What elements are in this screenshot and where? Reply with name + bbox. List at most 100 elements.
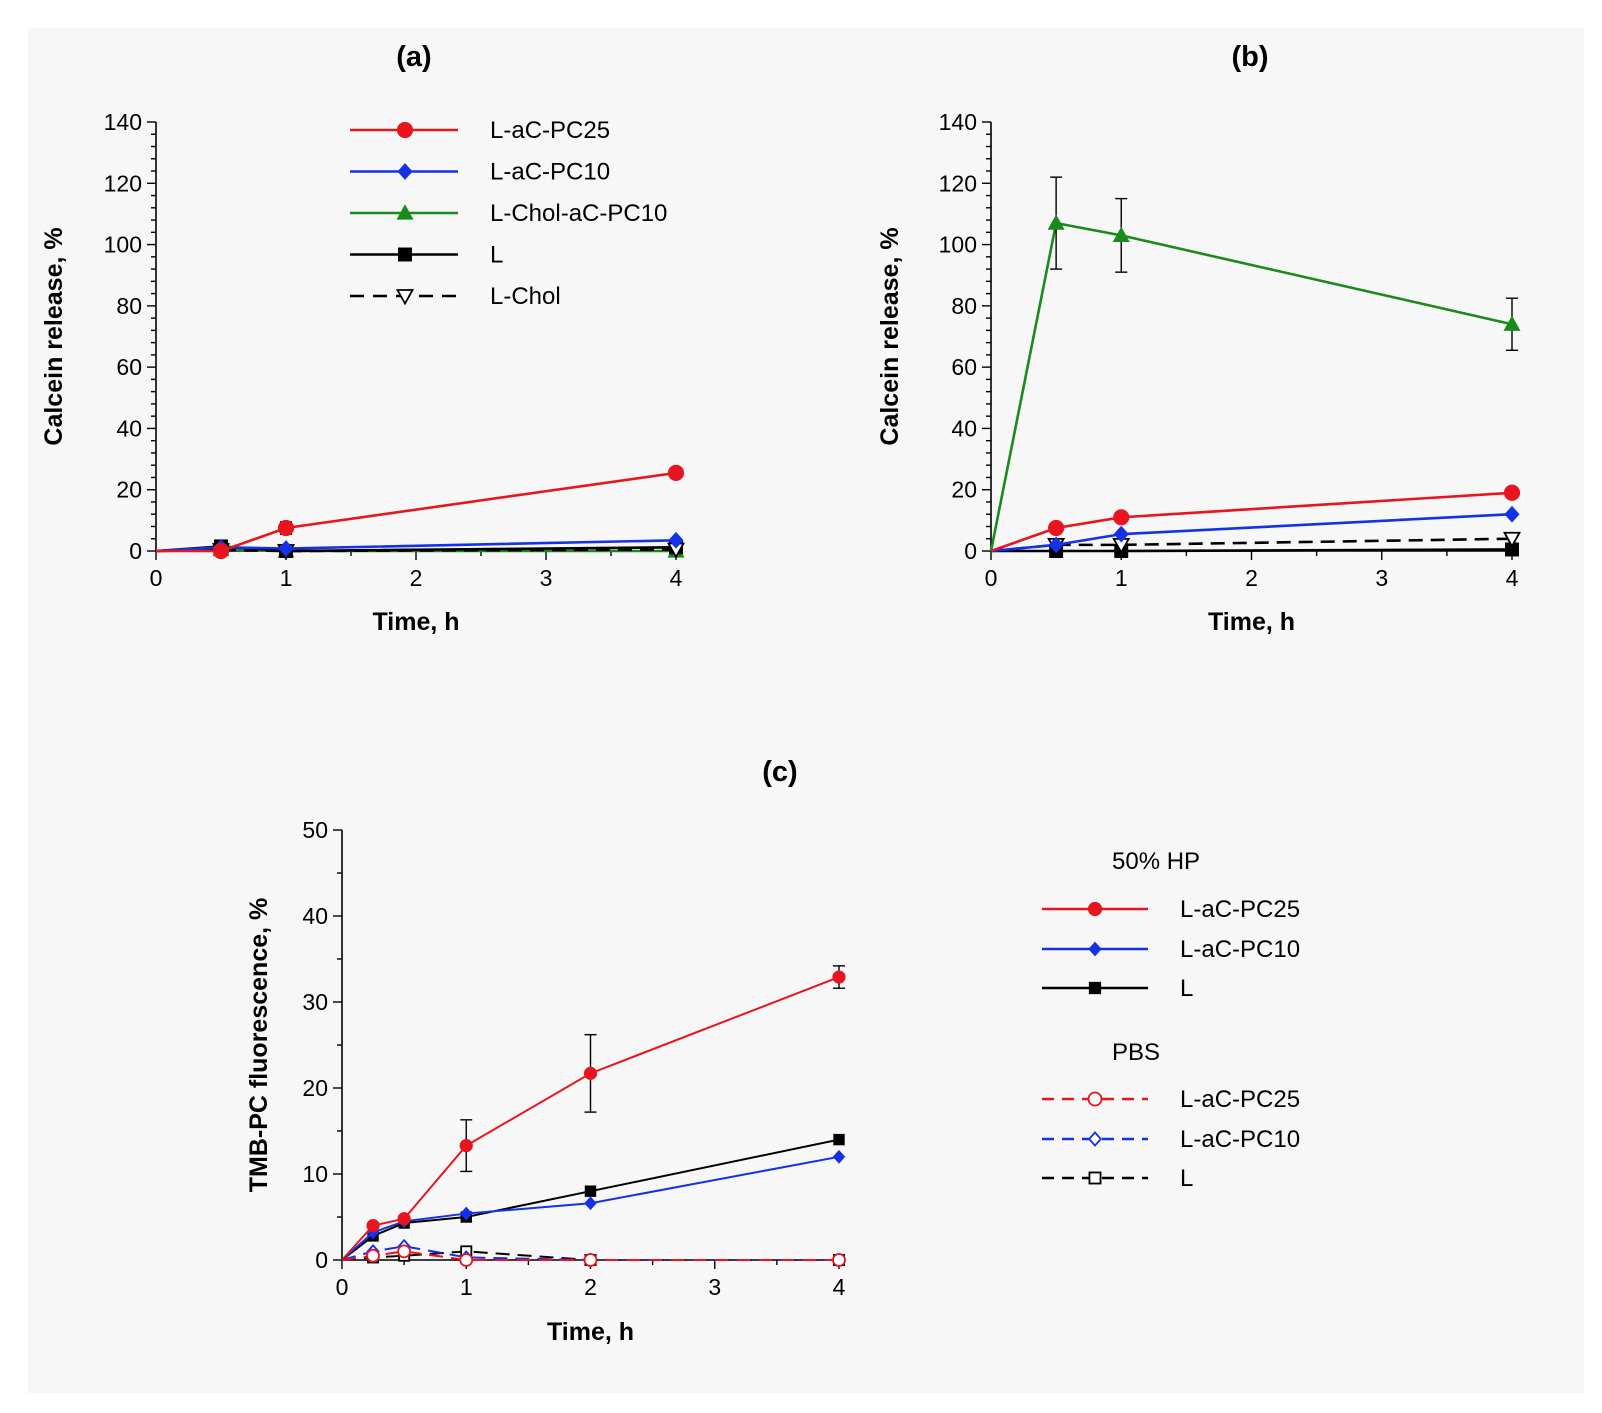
data-point: [668, 531, 684, 549]
y-tick-label: 120: [939, 170, 977, 196]
x-tick-label: 4: [670, 565, 683, 591]
chart-panel-b: (b) 0 20 40 60 80 100 120 140 0 1 2 3 4 Time, h Calcein…: [876, 41, 1522, 636]
legend-marker: [1087, 901, 1103, 917]
data-point: [212, 542, 230, 560]
legend-label: L-Chol-aC-PC10: [490, 200, 667, 227]
chart-title: (c): [762, 756, 797, 788]
y-axis-title: Calcein release, %: [40, 227, 68, 445]
series-l-ac-pc25: [990, 484, 1521, 553]
legend-marker: [1087, 1131, 1103, 1147]
data-point: [397, 1244, 412, 1259]
x-tick-label: 2: [584, 1274, 597, 1300]
data-point: [1113, 525, 1129, 543]
legend-marker: [1088, 981, 1102, 995]
series-line: [341, 1155, 840, 1261]
data-point: [1113, 509, 1130, 526]
chart-title: (a): [396, 41, 431, 73]
series-line: [990, 491, 1513, 553]
y-axis-title: TMB-PC fluorescence, %: [245, 898, 273, 1193]
data-point: [277, 519, 295, 537]
x-axis-title: Time, h: [1208, 608, 1295, 636]
legend-label: L: [490, 242, 503, 269]
legend-label: L-aC-PC25: [1180, 896, 1300, 923]
data-point: [832, 1149, 846, 1164]
y-tick-label: 100: [104, 232, 142, 258]
data-point: [1048, 519, 1065, 537]
series-l-ac-pc10-50-hp-: [341, 1149, 846, 1261]
series-l-ac-pc25-50-hp-: [341, 965, 846, 1261]
legend-label: L-aC-PC25: [1180, 1086, 1300, 1113]
series-l-ac-pc25: [156, 464, 685, 560]
legend-marker: [1088, 1171, 1102, 1185]
series-l-50-hp-: [341, 1133, 845, 1261]
x-tick-label: 1: [1115, 565, 1128, 591]
x-tick-label: 4: [1506, 565, 1519, 591]
legend-label: L-aC-PC25: [490, 117, 610, 144]
x-tick-label: 0: [150, 565, 163, 591]
y-tick-label: 10: [302, 1161, 328, 1187]
y-axis-title: Calcein release, %: [876, 227, 904, 445]
data-point: [584, 1185, 597, 1197]
data-point: [1504, 505, 1520, 523]
series-line: [341, 976, 840, 1261]
legend-marker: [1087, 1091, 1103, 1107]
legend-group-title: PBS: [1112, 1039, 1160, 1066]
y-tick-label: 100: [939, 232, 977, 258]
legend-group-title: 50% HP: [1112, 848, 1200, 875]
data-point: [460, 1206, 473, 1221]
x-axis-title: Time, h: [372, 608, 459, 636]
y-tick-label: 140: [939, 109, 977, 135]
legend-marker: [395, 289, 415, 306]
y-tick-label: 20: [302, 1075, 328, 1101]
legend-label: L-aC-PC10: [1180, 1126, 1300, 1153]
data-point: [832, 1253, 846, 1267]
figure-background: [28, 28, 1584, 1393]
series-line: [991, 548, 1513, 553]
series-line: [156, 471, 677, 553]
chart-panel-a: (a) 0 20 40 60 80 100 120 140 0 1 2 3 4 Time, h Calcein…: [40, 41, 686, 636]
y-tick-label: 40: [302, 903, 328, 929]
legend-marker: [1088, 941, 1102, 957]
series-line: [989, 221, 1513, 552]
data-point: [1503, 484, 1521, 501]
y-tick-label: 80: [116, 293, 142, 319]
x-tick-label: 3: [540, 565, 553, 591]
chart-title: (b): [1231, 41, 1268, 73]
y-tick-label: 140: [104, 109, 142, 135]
data-point: [583, 1066, 598, 1080]
data-point: [584, 1196, 597, 1211]
data-point: [278, 540, 294, 557]
data-point: [1502, 531, 1522, 549]
data-point: [459, 1253, 474, 1267]
y-tick-label: 60: [951, 354, 977, 380]
y-tick-label: 40: [951, 415, 977, 441]
x-tick-label: 2: [1245, 565, 1258, 591]
chart-panel-c: (c) 0 10 20 30 40 50 0 1 2 3 4 Time, h TMB-PC fluores…: [245, 756, 1300, 1346]
y-tick-label: 30: [302, 989, 328, 1015]
y-tick-label: 0: [964, 538, 977, 564]
legend-label: L-Chol: [490, 283, 561, 310]
legend-marker: [396, 121, 414, 139]
legend-label: L-aC-PC10: [490, 159, 610, 186]
chart-legend: 50% HP L-aC-PC25 L-aC-PC10 L PBS L-aC-PC25 L-a…: [1042, 848, 1300, 1192]
series-l-chol-ac-pc10: [989, 176, 1521, 552]
series-l-ac-pc10: [990, 505, 1520, 554]
series-l-ac-pc25-pbs-: [341, 1244, 846, 1267]
y-tick-label: 50: [302, 817, 328, 843]
data-point: [833, 1133, 845, 1146]
series-l-ac-pc10: [155, 531, 684, 557]
chart-legend: L-aC-PC25 L-aC-PC10 L-Chol-aC-PC10 L L-Chol: [350, 117, 667, 310]
x-tick-label: 4: [833, 1274, 846, 1300]
data-point: [366, 1218, 380, 1233]
data-point: [459, 1139, 473, 1153]
x-tick-label: 1: [280, 565, 293, 591]
x-tick-label: 3: [708, 1274, 721, 1300]
data-point: [832, 970, 846, 984]
legend-label: L-aC-PC10: [1180, 936, 1300, 963]
x-tick-label: 0: [336, 1274, 349, 1300]
legend-marker: [396, 204, 414, 220]
data-point: [1048, 536, 1064, 554]
y-tick-label: 0: [315, 1247, 328, 1273]
